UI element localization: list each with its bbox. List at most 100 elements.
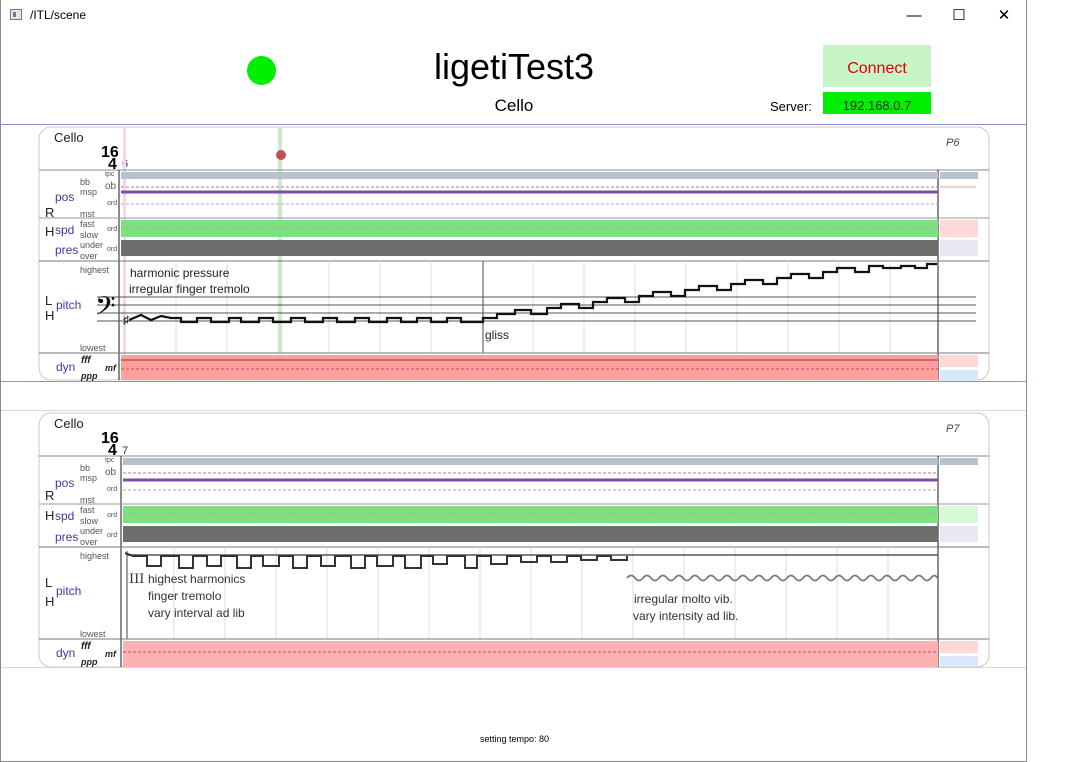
divider: [1, 381, 1026, 382]
svg-text:ord: ord: [107, 226, 117, 233]
row-label-r: R: [45, 488, 54, 503]
svg-text:ord: ord: [107, 246, 117, 253]
maximize-button[interactable]: ☐: [952, 7, 966, 24]
vibrato-line: [626, 574, 938, 582]
row-label-spd: spd: [55, 223, 74, 237]
pressure-band: [123, 526, 938, 542]
time-signature-top: 16: [101, 144, 119, 161]
instrument-name: Cello: [54, 416, 84, 431]
pressure-band: [940, 240, 978, 256]
row-label-spd: spd: [55, 509, 74, 523]
svg-text:under: under: [80, 526, 103, 536]
row-label-r: R: [45, 205, 54, 220]
svg-text:bb: bb: [80, 177, 90, 187]
annotation-text: gliss: [485, 328, 509, 342]
tpc-band: [940, 458, 978, 465]
scene-title: ligetiTest3: [433, 46, 595, 87]
svg-text:ord: ord: [107, 200, 117, 207]
svg-text:fast: fast: [80, 505, 95, 515]
server-ip-field[interactable]: 192.168.0.7: [823, 92, 931, 114]
svg-text:tpc: tpc: [105, 171, 115, 178]
svg-text:fff: fff: [81, 641, 92, 652]
svg-text:fast: fast: [80, 219, 95, 229]
row-label-l: L: [45, 575, 52, 590]
annotation-text: finger tremolo: [148, 589, 222, 603]
svg-text:lowest: lowest: [80, 629, 106, 639]
connect-button[interactable]: Connect: [823, 45, 931, 87]
row-label-pos: pos: [55, 190, 74, 204]
svg-text:msp: msp: [80, 187, 97, 197]
measure-number: 7: [122, 445, 128, 457]
status-indicator: [247, 56, 276, 85]
dynamics-band: [940, 656, 978, 666]
speed-band: [121, 220, 938, 237]
pressure-band: [121, 240, 938, 256]
annotation-text: III: [129, 572, 144, 587]
close-button[interactable]: ✕: [997, 7, 1011, 24]
speed-band: [940, 220, 978, 237]
dynamics-band: [940, 641, 978, 653]
svg-text:highest: highest: [80, 551, 110, 561]
instrument-name: Cello: [54, 130, 84, 145]
row-label-pres: pres: [55, 243, 78, 257]
row-label-pres: pres: [55, 530, 78, 544]
pressure-band: [940, 526, 978, 542]
dynamics-band: [123, 641, 938, 667]
tpc-band: [940, 172, 978, 179]
svg-text:fff: fff: [81, 355, 92, 366]
svg-text:slow: slow: [80, 230, 99, 240]
sharp-icon: ♯: [123, 313, 129, 327]
app-window: /ITL/scene — ☐ ✕ ligetiTest3 Cello Conne…: [0, 0, 1027, 762]
row-label-h: H: [45, 594, 54, 609]
svg-text:under: under: [80, 240, 103, 250]
dynamics-band: [121, 355, 938, 380]
cursor-dot[interactable]: [276, 150, 286, 160]
row-label-dyn: dyn: [56, 646, 75, 660]
part-name: Cello: [494, 96, 534, 115]
svg-text:ob: ob: [105, 467, 117, 478]
svg-text:mst: mst: [80, 209, 95, 219]
time-signature-bottom: 4: [108, 156, 117, 173]
svg-text:ord: ord: [107, 512, 117, 519]
annotation-text: irregular finger tremolo: [129, 282, 250, 296]
annotation-text: vary intensity ad lib.: [633, 609, 738, 623]
svg-text:ord: ord: [107, 486, 117, 493]
svg-text:mst: mst: [80, 495, 95, 505]
svg-text:ob: ob: [105, 181, 117, 192]
beat-grid: [175, 261, 891, 353]
page-number: P7: [946, 423, 960, 435]
bass-clef-icon: 𝄢: [95, 290, 116, 328]
svg-text:ord: ord: [107, 532, 117, 539]
svg-text:msp: msp: [80, 473, 97, 483]
row-label-pos: pos: [55, 476, 74, 490]
svg-text:ppp: ppp: [80, 371, 98, 381]
annotation-text: highest harmonics: [148, 572, 245, 586]
sub-labels: tpc bb msp ob ord mst fast slow ord unde…: [80, 457, 117, 667]
svg-text:ppp: ppp: [80, 657, 98, 667]
svg-text:tpc: tpc: [105, 457, 115, 464]
svg-text:over: over: [80, 251, 98, 261]
title-bar: /ITL/scene — ☐ ✕: [1, 0, 1026, 31]
svg-text:highest: highest: [80, 265, 110, 275]
score-page-1: Cello 16 4 6 P6: [38, 126, 990, 668]
row-label-h: H: [45, 508, 54, 523]
row-label-pitch: pitch: [56, 298, 81, 312]
tpc-band: [121, 172, 938, 179]
svg-text:mf: mf: [105, 363, 117, 373]
sub-labels: tpc bb msp ob ord mst fast slow ord unde…: [80, 171, 117, 381]
server-label: Server:: [770, 99, 812, 114]
divider: [1, 124, 1026, 125]
speed-band: [940, 506, 978, 523]
time-signature-top: 16: [101, 430, 119, 447]
tpc-band: [123, 458, 938, 465]
window-title: /ITL/scene: [30, 8, 87, 22]
annotation-text: harmonic pressure: [130, 266, 230, 280]
svg-text:lowest: lowest: [80, 343, 106, 353]
row-label-pitch: pitch: [56, 584, 81, 598]
row-label-l: L: [45, 293, 52, 308]
svg-text:mf: mf: [105, 649, 117, 659]
minimize-button[interactable]: —: [906, 7, 922, 24]
annotation-text: irregular molto vib.: [634, 592, 733, 606]
app-icon: [10, 9, 22, 20]
annotation-text: vary interval ad lib: [148, 606, 245, 620]
